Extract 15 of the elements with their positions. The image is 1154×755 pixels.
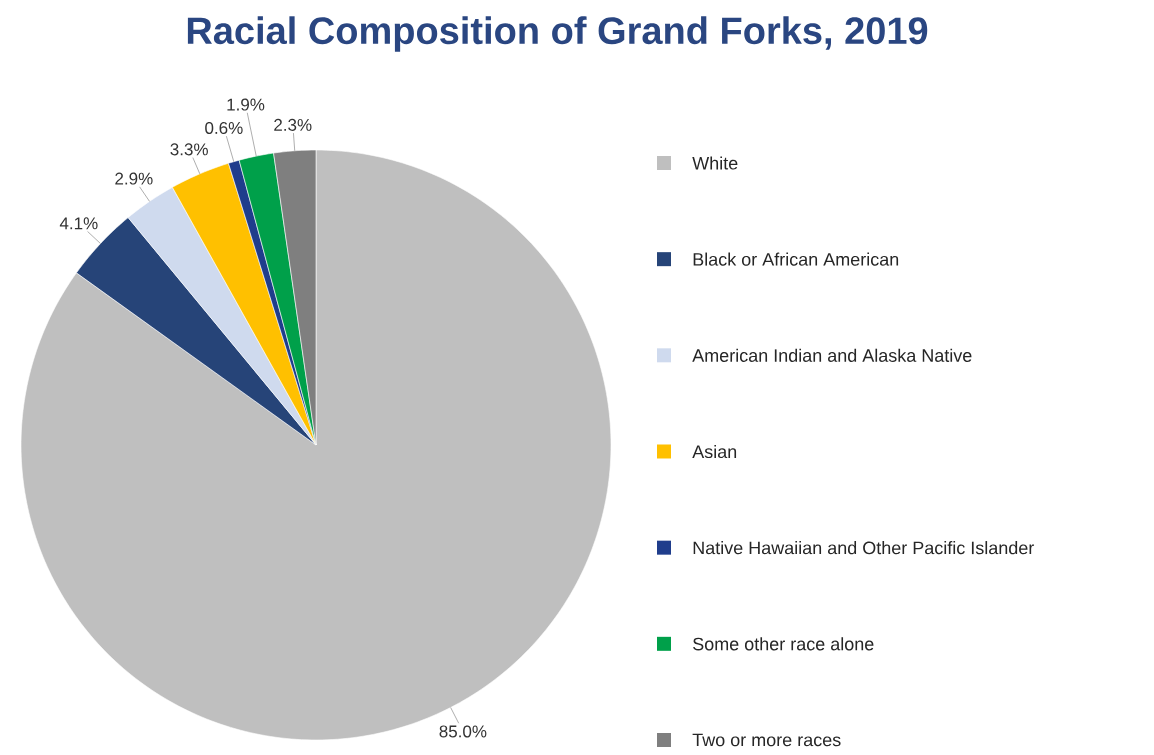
legend-label: Asian [692, 444, 737, 459]
legend-label: Native Hawaiian and Other Pacific Islander [693, 541, 1035, 555]
legend-label: Black or African American [693, 252, 899, 266]
legend-label: Two or more races [692, 733, 841, 747]
data-label: 0.6% [205, 121, 243, 134]
legend-label: American Indian and Alaska Native [692, 348, 972, 362]
data-label: 4.1% [59, 217, 98, 230]
data-label: 1.9% [227, 98, 265, 111]
data-label: 2.9% [115, 172, 153, 185]
data-label: 85.0% [439, 725, 487, 738]
legend-label: White [692, 156, 738, 170]
data-label: 3.3% [170, 143, 208, 156]
data-label: 2.3% [274, 118, 312, 131]
chart-title: Racial Composition of Grand Forks, 2019 [187, 16, 928, 52]
legend-label: Some other race alone [693, 637, 874, 651]
